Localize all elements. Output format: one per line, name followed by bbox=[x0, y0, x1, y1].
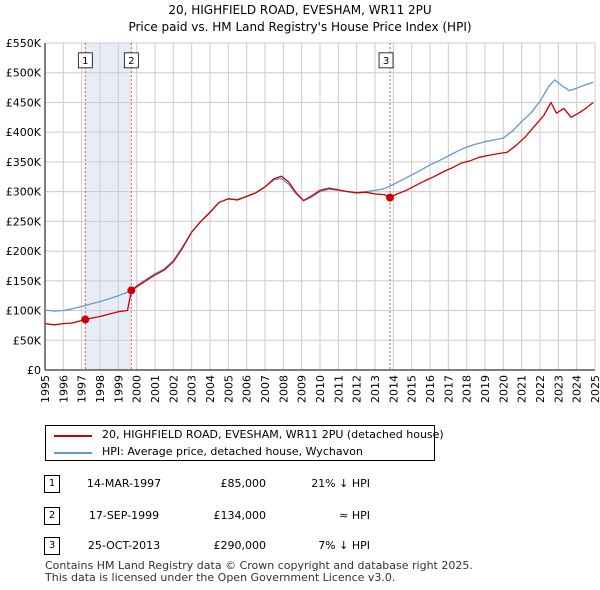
sale-number-box bbox=[123, 52, 139, 69]
footer: Contains HM Land Registry data © Crown c… bbox=[45, 560, 473, 584]
footer-copyright: Contains HM Land Registry data © Crown c… bbox=[45, 559, 473, 572]
x-tick-label: 1998 bbox=[94, 375, 107, 403]
transaction-hpi-comparison: 7% ↓ HPI bbox=[318, 539, 370, 552]
x-tick-label: 2021 bbox=[516, 375, 529, 403]
x-tick-label: 2016 bbox=[424, 375, 437, 403]
transaction-date: 25-OCT-2013 bbox=[87, 539, 161, 552]
legend-label-property: 20, HIGHFIELD ROAD, EVESHAM, WR11 2PU (d… bbox=[102, 428, 444, 441]
property-price-line bbox=[44, 101, 594, 326]
y-tick-label: £300K bbox=[6, 186, 42, 199]
sale-number-label: 1 bbox=[82, 56, 88, 67]
transaction-date: 17-SEP-1999 bbox=[88, 509, 160, 522]
x-tick-label: 1999 bbox=[112, 375, 125, 403]
y-tick-label: £550K bbox=[6, 37, 42, 50]
transaction-number-badge: 1 bbox=[44, 475, 60, 493]
sale-point bbox=[127, 286, 136, 295]
transaction-hpi-comparison: 21% ↓ HPI bbox=[311, 477, 370, 490]
x-tick-label: 2006 bbox=[241, 375, 254, 403]
x-tick-label: 2024 bbox=[571, 375, 584, 403]
y-tick-label: £400K bbox=[6, 126, 42, 139]
legend-swatch-hpi bbox=[54, 452, 92, 454]
sale-number-label: 3 bbox=[383, 56, 389, 67]
x-tick-label: 2020 bbox=[497, 375, 510, 403]
x-tick-label: 2017 bbox=[442, 375, 455, 403]
sale-point bbox=[386, 193, 395, 202]
x-tick-label: 2007 bbox=[259, 375, 272, 403]
legend-label-hpi: HPI: Average price, detached house, Wych… bbox=[102, 445, 363, 458]
y-tick-label: £50K bbox=[13, 334, 42, 347]
x-tick-label: 2005 bbox=[222, 375, 235, 403]
transaction-row: 3 25-OCT-2013 £290,000 7% ↓ HPI bbox=[0, 537, 600, 555]
y-tick-label: £150K bbox=[6, 275, 42, 288]
sale-number-box bbox=[77, 52, 93, 69]
x-tick-label: 2025 bbox=[589, 375, 600, 403]
x-tick-label: 2008 bbox=[277, 375, 290, 403]
chart-title: 20, HIGHFIELD ROAD, EVESHAM, WR11 2PU bbox=[168, 3, 431, 17]
x-tick-label: 2013 bbox=[369, 375, 382, 403]
legend-swatch-property bbox=[54, 435, 92, 437]
transaction-row: 1 14-MAR-1997 £85,000 21% ↓ HPI bbox=[0, 475, 600, 493]
x-tick-label: 2009 bbox=[296, 375, 309, 403]
x-tick-label: 1996 bbox=[57, 375, 70, 403]
y-tick-label: £250K bbox=[6, 215, 42, 228]
x-tick-label: 2019 bbox=[479, 375, 492, 403]
x-tick-label: 2023 bbox=[552, 375, 565, 403]
x-tick-label: 2001 bbox=[149, 375, 162, 403]
x-tick-label: 2015 bbox=[406, 375, 419, 403]
x-tick-label: 2000 bbox=[131, 375, 144, 403]
x-tick-label: 2004 bbox=[204, 375, 217, 403]
x-tick-label: 2003 bbox=[186, 375, 199, 403]
y-tick-label: £450K bbox=[6, 96, 42, 109]
y-tick-label: £350K bbox=[6, 156, 42, 169]
shaded-period bbox=[85, 43, 132, 370]
transaction-date: 14-MAR-1997 bbox=[86, 477, 162, 490]
x-tick-label: 2010 bbox=[314, 375, 327, 403]
x-tick-label: 2018 bbox=[461, 375, 474, 403]
transaction-price: £134,000 bbox=[213, 509, 267, 522]
y-tick-label: £0 bbox=[27, 364, 41, 377]
x-tick-label: 2012 bbox=[351, 375, 364, 403]
transaction-row: 2 17-SEP-1999 £134,000 ≈ HPI bbox=[0, 507, 600, 525]
y-tick-label: £500K bbox=[6, 67, 42, 80]
price-chart: 20, HIGHFIELD ROAD, EVESHAM, WR11 2PU Pr… bbox=[6, 3, 600, 403]
transaction-price: £290,000 bbox=[213, 539, 267, 552]
sale-number-box bbox=[378, 52, 394, 69]
x-tick-label: 2002 bbox=[167, 375, 180, 403]
y-tick-label: £200K bbox=[6, 245, 42, 258]
footer-licence: This data is licensed under the Open Gov… bbox=[45, 571, 396, 584]
x-tick-label: 1995 bbox=[39, 375, 52, 403]
transaction-number-badge: 2 bbox=[44, 507, 60, 525]
chart-subtitle: Price paid vs. HM Land Registry's House … bbox=[128, 20, 471, 34]
transaction-number-badge: 3 bbox=[44, 537, 60, 555]
transaction-price: £85,000 bbox=[220, 477, 267, 490]
x-tick-label: 2014 bbox=[387, 375, 400, 403]
chart-legend: 20, HIGHFIELD ROAD, EVESHAM, WR11 2PU (d… bbox=[45, 425, 444, 461]
x-tick-label: 1997 bbox=[76, 375, 89, 403]
y-tick-label: £100K bbox=[6, 305, 42, 318]
transaction-hpi-comparison: ≈ HPI bbox=[339, 509, 370, 522]
sale-point bbox=[81, 315, 90, 324]
x-tick-label: 2011 bbox=[332, 375, 345, 403]
sale-number-label: 2 bbox=[128, 56, 134, 67]
x-tick-label: 2022 bbox=[534, 375, 547, 403]
